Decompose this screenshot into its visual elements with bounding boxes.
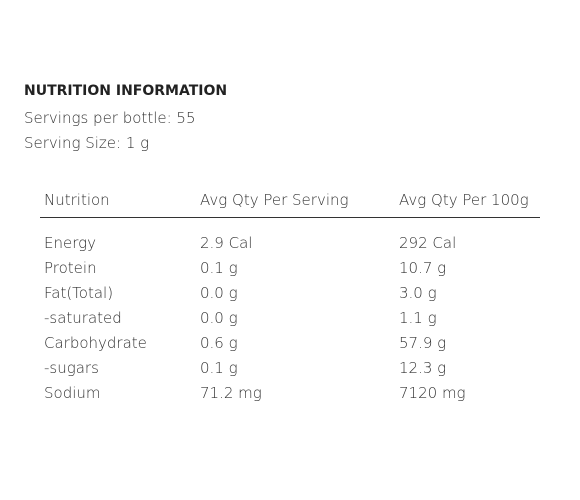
header-row: Nutrition Avg Qty Per Serving Avg Qty Per … <box>40 183 540 218</box>
table-cell: Carbohydrate <box>44 333 147 352</box>
table-cell: 0.0 g <box>200 308 238 327</box>
table-cell: 3.0 g <box>399 283 437 302</box>
table-cell: -saturated <box>44 308 122 327</box>
table-row: Protein 0.1 g 10.7 g <box>40 255 540 280</box>
column-header: Avg Qty Per Serving <box>196 183 395 218</box>
table-row: Carbohydrate 0.6 g 57.9 g <box>40 330 540 355</box>
title: NUTRITION INFORMATION <box>24 83 228 99</box>
serving-size: Serving Size: 1 g <box>24 134 150 152</box>
table-cell: 0.1 g <box>200 258 238 277</box>
table-cell: Protein <box>44 258 97 277</box>
table-cell: 1.1 g <box>399 308 437 327</box>
table-row: -sugars 0.1 g 12.3 g <box>40 355 540 380</box>
table-cell: 71.2 mg <box>200 383 262 402</box>
servings: Servings per bottle: 55 <box>24 109 196 127</box>
table-cell: 12.3 g <box>399 358 447 377</box>
table-cell: 10.7 g <box>399 258 447 277</box>
table-cell: 0.1 g <box>200 358 238 377</box>
table-cell: 0.6 g <box>200 333 238 352</box>
table-row: -saturated 0.0 g 1.1 g <box>40 305 540 330</box>
column-header: Nutrition <box>40 183 196 218</box>
column-header: Avg Qty Per 100g <box>395 183 540 218</box>
table-cell: 57.9 g <box>399 333 447 352</box>
table-cell: Energy <box>44 233 96 252</box>
table-cell: Sodium <box>44 383 101 402</box>
table-cell: Fat(Total) <box>44 283 114 302</box>
table-row: Fat(Total) 0.0 g 3.0 g <box>40 280 540 305</box>
table-cell: 292 Cal <box>399 233 457 252</box>
table-row: Energy 2.9 Cal 292 Cal <box>40 218 540 256</box>
table-body: Energy 2.9 Cal 292 Cal Protein 0.1 g 10.7 g Fa… <box>40 218 540 406</box>
table-cell: -sugars <box>44 358 99 377</box>
nutrition-table: Nutrition Avg Qty Per Serving Avg Qty Per … <box>40 183 540 405</box>
table-cell: 0.0 g <box>200 283 238 302</box>
table-cell: 7120 mg <box>399 383 466 402</box>
table-row: Sodium 71.2 mg 7120 mg <box>40 380 540 405</box>
table-cell: 2.9 Cal <box>200 233 253 252</box>
